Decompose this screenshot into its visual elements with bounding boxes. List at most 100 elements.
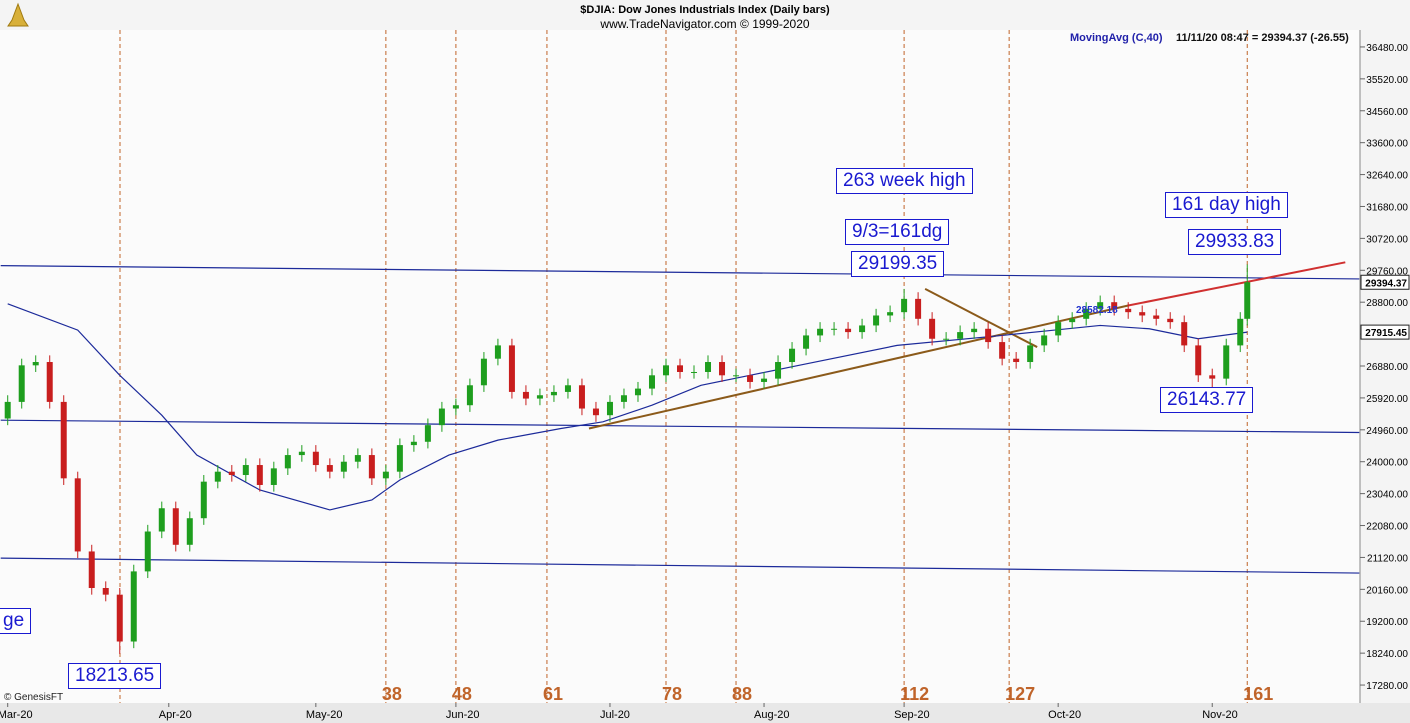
annotation: 263 week high: [836, 168, 973, 194]
x-tick-label: Oct-20: [1048, 709, 1081, 721]
candle-body: [677, 365, 683, 372]
candle-body: [957, 332, 964, 339]
candle-body: [102, 588, 109, 595]
y-tick-label: 25920.00: [1366, 394, 1408, 405]
candle-body: [200, 481, 207, 519]
y-tick-label: 29760.00: [1366, 266, 1408, 277]
candle-body: [971, 328, 978, 333]
y-tick-label: 34560.00: [1366, 107, 1408, 118]
candle-body: [382, 471, 389, 479]
candle-body: [256, 465, 263, 485]
candle-body: [116, 594, 123, 642]
candle-body: [242, 465, 249, 476]
candle-body: [691, 371, 698, 373]
candle-body: [32, 362, 39, 366]
candle-body: [606, 401, 613, 416]
candle-body: [999, 342, 1006, 359]
candle-body: [887, 312, 894, 316]
candle-body: [466, 385, 473, 406]
candle-body: [424, 425, 431, 442]
candle-body: [761, 378, 768, 382]
candle-body: [985, 328, 992, 343]
candle-body: [1153, 315, 1160, 319]
legend: MovingAvg (C,40): [1070, 32, 1163, 44]
candle-body: [1041, 335, 1048, 346]
candle-body: [1055, 322, 1062, 336]
ma-tag: 28582.18: [1076, 305, 1118, 316]
candle-body: [228, 471, 235, 476]
candle-body: [789, 348, 796, 363]
y-tick-label: 24960.00: [1366, 426, 1408, 437]
x-tick-label: May-20: [306, 709, 343, 721]
y-tick-label: 26880.00: [1366, 362, 1408, 373]
candle-body: [130, 571, 137, 642]
candle-body: [859, 325, 866, 333]
candle-body: [522, 391, 529, 399]
candle-body: [915, 298, 922, 319]
y-tick-label: 19200.00: [1366, 617, 1408, 628]
candle-body: [733, 375, 740, 377]
y-tick-label: 32640.00: [1366, 171, 1408, 182]
candle-body: [410, 441, 417, 446]
cycle-label: 61: [543, 684, 563, 704]
candle-body: [368, 455, 375, 479]
candle-body: [452, 405, 459, 409]
cycle-label: 112: [900, 684, 929, 704]
cycle-label: 38: [382, 684, 402, 704]
y-tick-label: 24000.00: [1366, 458, 1408, 469]
candle-body: [747, 375, 754, 382]
credit: © GenesisFT: [4, 692, 63, 703]
candle-body: [1223, 345, 1230, 379]
annotation: 29199.35: [851, 251, 945, 277]
candle-body: [817, 328, 824, 336]
price-flag-box: [1360, 324, 1410, 340]
candle-body: [18, 365, 25, 402]
candle-body: [340, 461, 347, 472]
y-tick-label: 36480.00: [1366, 43, 1408, 54]
candle-body: [1125, 308, 1132, 313]
candle-body: [186, 518, 193, 545]
candle-body: [270, 468, 277, 485]
x-tick-label: Nov-20: [1202, 709, 1237, 721]
x-tick-label: Sep-20: [894, 709, 929, 721]
candle-body: [1181, 322, 1188, 346]
candle-body: [845, 328, 852, 333]
trend-line: [924, 288, 1038, 348]
candle-body: [1069, 318, 1076, 323]
candle-body: [1097, 302, 1104, 309]
y-tick-label: 22080.00: [1366, 522, 1408, 533]
candle-body: [831, 328, 838, 330]
annotation: ge: [0, 608, 32, 634]
annotation: 18213.65: [68, 663, 162, 689]
annotation: 29933.83: [1188, 229, 1282, 255]
candle-body: [508, 345, 515, 392]
annotation: 26143.77: [1160, 387, 1254, 413]
candle-body: [214, 471, 221, 482]
candle-body: [1209, 375, 1216, 379]
candle-body: [1139, 312, 1146, 316]
candle-body: [1244, 282, 1251, 319]
trend-line: [0, 265, 1360, 280]
candle-body: [312, 451, 319, 466]
candle-body: [1167, 318, 1174, 323]
cycle-label: 161: [1243, 684, 1273, 704]
y-tick-label: 35520.00: [1366, 75, 1408, 86]
candle-body: [298, 451, 305, 456]
candle-body: [648, 375, 655, 389]
candle-body: [46, 362, 53, 402]
candle-body: [719, 362, 726, 376]
y-tick-label: 31680.00: [1366, 202, 1408, 213]
candle-body: [803, 335, 810, 349]
candle-body: [1083, 308, 1090, 319]
candle-body: [620, 395, 627, 402]
y-tick-label: 28800.00: [1366, 298, 1408, 309]
chart-title: $DJIA: Dow Jones Industrials Index (Dail…: [580, 4, 830, 16]
annotation: 161 day high: [1165, 192, 1288, 218]
trend-line: [0, 419, 1360, 434]
candle-body: [578, 385, 585, 409]
candle-body: [634, 388, 641, 396]
candle-body: [536, 395, 543, 399]
status: 11/11/20 08:47 = 29394.37 (-26.55): [1176, 32, 1349, 44]
